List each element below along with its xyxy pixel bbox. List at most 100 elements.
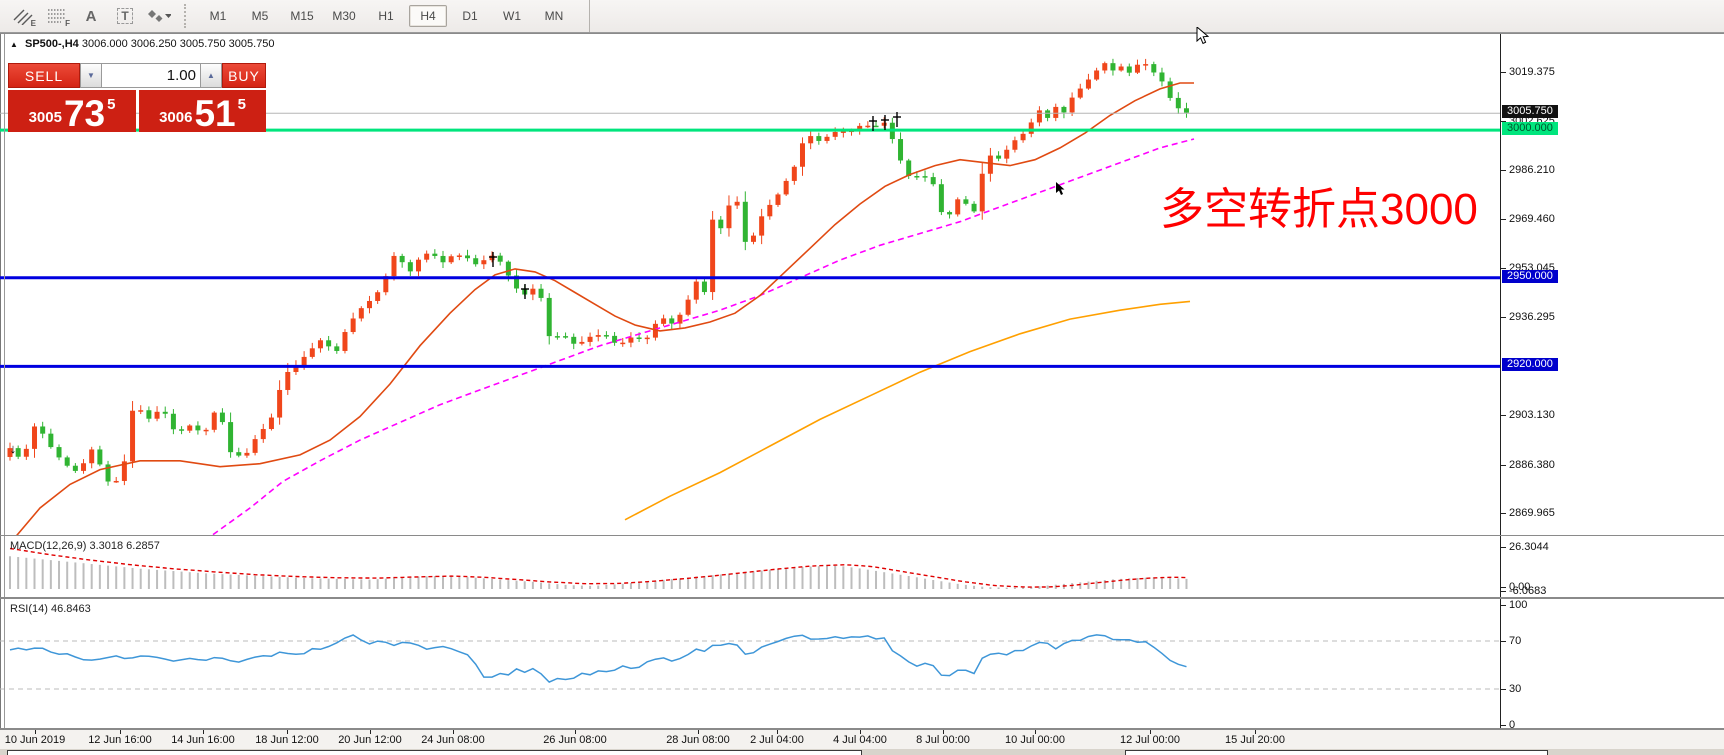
chart-markers-layer: ↓ [10,112,1065,456]
time-tick [575,730,576,734]
time-axis-label: 12 Jul 00:00 [1120,734,1180,746]
time-axis-label: 14 Jun 16:00 [171,734,235,746]
time-tick [698,730,699,734]
arrow-objects-tool-icon[interactable] [143,2,175,30]
sell-price-stem: 3005 [28,109,62,126]
macd-signal-line [9,547,1187,588]
toolbar-divider [589,0,590,32]
price-axis-label: 2886.380 [1501,459,1555,471]
svg-text:↓: ↓ [10,441,17,456]
sell-price-pips: 73 [63,93,106,134]
rsi-plot [0,634,1500,690]
time-axis-label: 15 Jul 20:00 [1225,734,1285,746]
macd-axis-label: 26.3044 [1501,541,1549,553]
price-axis-label: 2869.965 [1501,507,1555,519]
time-axis-label: 28 Jun 08:00 [666,734,730,746]
volume-increase-button[interactable]: ▲ [200,63,222,88]
symbol-period-label: SP500-,H4 [24,38,79,50]
rsi-line [9,634,1187,683]
sell-button[interactable]: SELL [8,63,80,88]
time-axis-label: 12 Jun 16:00 [88,734,152,746]
price-axis-label: 2986.210 [1501,164,1555,176]
timeframe-button-h4[interactable]: H4 [409,5,447,27]
buy-price-quote[interactable]: 3006 51 5 [139,90,266,132]
chart-header: ▲ SP500-,H4 3006.000 3006.250 3005.750 3… [10,38,275,50]
macd-histogram [9,556,1188,589]
price-axis-label: 2936.295 [1501,311,1555,323]
time-axis-label: 8 Jul 00:00 [916,734,970,746]
time-axis-label: 20 Jun 12:00 [338,734,402,746]
rsi-axis: 100 70 30 0 [1500,599,1724,731]
price-axis-label: 3019.375 [1501,66,1555,78]
macd-label: MACD(12,26,9) 3.3018 6.2857 [10,540,160,552]
sell-price-quote[interactable]: 3005 73 5 [8,90,136,132]
time-tick [35,730,36,734]
rsi-axis-label: 30 [1501,683,1521,695]
buy-price-stem: 3006 [159,109,193,126]
timeframe-button-m1[interactable]: M1 [209,9,227,23]
time-tick [120,730,121,734]
timeframe-button-d1[interactable]: D1 [462,9,478,23]
time-tick [1035,730,1036,734]
time-tick [287,730,288,734]
mid-ma-line [212,138,1195,535]
collapse-triangle-icon[interactable]: ▲ [10,40,18,49]
price-axis-label: 2969.460 [1501,213,1555,225]
macd-axis: 26.3044 0.00 -6.0683 [1500,536,1724,597]
time-tick [860,730,861,734]
fibonacci-retracement-tool-icon[interactable]: F [48,9,70,28]
timeframe-button-w1[interactable]: W1 [503,9,521,23]
horizontal-lines-layer[interactable] [0,112,1500,368]
chinese-annotation-text: 多空转折点3000 [1160,185,1478,234]
one-click-trade-panel: SELL ▼ ▲ BUY 3005 73 5 3006 51 5 [8,63,266,132]
price-badge-2920.000: 2920.000 [1502,358,1558,372]
equidistant-channel-tool-icon[interactable]: E [7,2,39,30]
ohlc-values: 3006.000 3006.250 3005.750 3005.750 [81,38,275,50]
bottom-tab-left[interactable] [7,750,862,755]
time-axis-label: 4 Jul 04:00 [833,734,887,746]
macd-indicator-panel[interactable]: MACD(12,26,9) 3.3018 6.2857 26.3044 0.00-… [0,536,1724,599]
time-tick [203,730,204,734]
rsi-label: RSI(14) 46.8463 [10,603,91,615]
rsi-axis-label: 0 [1501,719,1515,731]
time-tick [777,730,778,734]
timeframe-button-m30[interactable]: M30 [332,9,356,23]
text-box-tool-icon[interactable]: T [109,2,141,30]
rsi-indicator-panel[interactable]: RSI(14) 46.8463 100 70 30 0 [0,599,1724,731]
timeframe-button-h1[interactable]: H1 [378,9,394,23]
bottom-tab-right[interactable] [1125,750,1548,755]
rsi-axis-label: 100 [1501,599,1527,611]
buy-button[interactable]: BUY [222,63,266,88]
macd-plot [9,547,1188,589]
time-tick [943,730,944,734]
time-axis-label: 10 Jul 00:00 [1005,734,1065,746]
time-axis-label: 2 Jul 04:00 [750,734,804,746]
price-axis[interactable]: 3019.3753002.6252986.2102969.4602953.045… [1500,34,1724,535]
macd-axis-label: -6.0683 [1501,585,1546,597]
candles-layer [7,58,1189,486]
sell-price-fraction: 5 [107,96,116,113]
time-axis-label: 10 Jun 2019 [4,734,66,746]
time-tick [370,730,371,734]
price-badge-3005.750: 3005.750 [1502,105,1558,119]
volume-input[interactable] [102,63,200,88]
timeframe-button-m5[interactable]: M5 [251,9,269,23]
timeframe-strip: M1 M5 M15 M30 H1 H4 D1 W1 MN [197,5,575,27]
time-axis[interactable]: 10 Jun 2019 12 Jun 16:00 14 Jun 16:00 18 Ju… [0,730,1724,749]
slow-ma-line [624,300,1191,521]
rsi-axis-label: 70 [1501,635,1521,647]
buy-price-fraction: 5 [237,96,246,113]
time-axis-label: 24 Jun 08:00 [421,734,485,746]
mouse-cursor-icon [1196,27,1210,45]
price-chart-panel[interactable]: ↓ ▲ SP500-,H4 3006.000 3006.250 3005.750… [0,33,1724,537]
text-label-tool-icon[interactable]: A [85,7,97,25]
volume-decrease-button[interactable]: ▼ [80,63,102,88]
candlestick-chart[interactable]: ↓ [0,34,1500,535]
timeframe-button-mn[interactable]: MN [544,9,564,23]
timeframe-button-m15[interactable]: M15 [290,9,314,23]
price-badge-3000.000: 3000.000 [1502,122,1558,136]
price-axis-label: 2903.130 [1501,409,1555,421]
